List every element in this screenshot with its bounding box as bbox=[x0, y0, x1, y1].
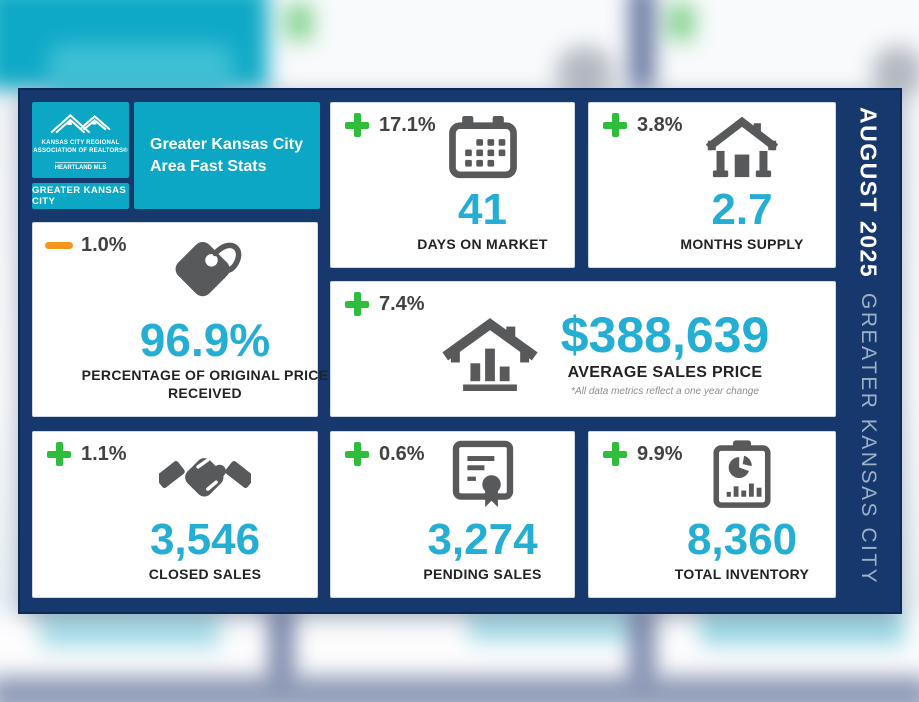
sidebar: AUGUST 2025 GREATER KANSAS CITY bbox=[836, 90, 900, 612]
change-indicator: 7.4% bbox=[345, 292, 425, 316]
handshake-icon bbox=[159, 457, 251, 502]
data-footnote: *All data metrics reflect a one year cha… bbox=[571, 385, 759, 397]
certificate-icon bbox=[452, 440, 513, 507]
stat-label: DAYS ON MARKET bbox=[417, 235, 548, 252]
change-value: 0.6% bbox=[379, 442, 425, 465]
stat-value: $388,639 bbox=[560, 306, 770, 363]
clipboard-chart-icon bbox=[713, 439, 771, 508]
change-value: 3.8% bbox=[637, 113, 683, 136]
increase-plus-icon bbox=[47, 442, 71, 466]
stat-card-total-inventory: 9.9% 8,360 TOTAL INVENTORY bbox=[588, 431, 836, 598]
stat-value: 96.9% bbox=[139, 314, 271, 366]
logo-org-line2: ASSOCIATION OF REALTORS® bbox=[33, 147, 128, 154]
change-indicator: 3.8% bbox=[603, 113, 683, 137]
change-indicator: 0.6% bbox=[345, 442, 425, 466]
stat-label: AVERAGE SALES PRICE bbox=[567, 363, 763, 381]
increase-plus-icon bbox=[603, 113, 627, 137]
increase-plus-icon bbox=[345, 113, 369, 137]
stat-card-closed-sales: 1.1% 3,546 CLOSED SALES bbox=[32, 431, 318, 598]
stat-value: 41 bbox=[458, 184, 507, 234]
increase-plus-icon bbox=[345, 292, 369, 316]
sidebar-region-label: GREATER KANSAS CITY bbox=[857, 293, 880, 586]
change-value: 17.1% bbox=[379, 113, 436, 136]
fast-stats-panel: KANSAS CITY REGIONAL ASSOCIATION OF REAL… bbox=[20, 90, 900, 612]
house-chart-icon bbox=[442, 317, 538, 391]
region-chip: GREATER KANSAS CITY bbox=[32, 183, 129, 209]
change-indicator: 17.1% bbox=[345, 113, 436, 137]
stat-value: 8,360 bbox=[686, 514, 798, 564]
stat-card-avg-sales-price: 7.4% $388,639 AVERAGE SALES PRICE *All d… bbox=[330, 281, 836, 417]
stat-value: 2.7 bbox=[711, 184, 773, 234]
stat-label: PERCENTAGE OF ORIGINAL PRICE RECEIVED bbox=[81, 367, 329, 401]
increase-plus-icon bbox=[603, 442, 627, 466]
stat-label: MONTHS SUPPLY bbox=[680, 235, 804, 252]
change-indicator: 1.0% bbox=[45, 233, 127, 257]
increase-plus-icon bbox=[345, 442, 369, 466]
change-value: 1.1% bbox=[81, 442, 127, 465]
house-roofs-icon bbox=[49, 114, 111, 134]
report-title-line2: Area Fast Stats bbox=[150, 157, 267, 175]
change-value: 1.0% bbox=[81, 233, 127, 256]
stat-card-days-on-market: 17.1% 41 DAYS ON MARKET bbox=[330, 102, 575, 268]
logo-text: KANSAS CITY REGIONAL ASSOCIATION OF REAL… bbox=[33, 140, 128, 175]
stat-value: 3,546 bbox=[149, 514, 261, 564]
change-value: 7.4% bbox=[379, 292, 425, 315]
decrease-minus-icon bbox=[45, 233, 73, 257]
report-title: Greater Kansas City Area Fast Stats bbox=[134, 102, 320, 209]
realtors-logo: KANSAS CITY REGIONAL ASSOCIATION OF REAL… bbox=[32, 102, 129, 178]
region-chip-label: GREATER KANSAS CITY bbox=[32, 185, 127, 207]
calendar-icon bbox=[448, 115, 517, 178]
stat-value: 3,274 bbox=[427, 514, 538, 564]
price-tag-icon bbox=[175, 242, 242, 297]
report-title-line1: Greater Kansas City bbox=[150, 135, 303, 153]
stat-label: TOTAL INVENTORY bbox=[674, 565, 810, 582]
logo-org-line3: HEARTLAND MLS bbox=[54, 162, 107, 173]
change-value: 9.9% bbox=[637, 442, 683, 465]
house-icon bbox=[705, 116, 779, 177]
logo-org-line1: KANSAS CITY REGIONAL bbox=[41, 140, 120, 146]
stat-label: PENDING SALES bbox=[423, 565, 542, 582]
stat-card-months-supply: 3.8% 2.7 MONTHS SUPPLY bbox=[588, 102, 836, 268]
change-indicator: 1.1% bbox=[47, 442, 127, 466]
change-indicator: 9.9% bbox=[603, 442, 683, 466]
sidebar-month-label: AUGUST 2025 bbox=[855, 107, 882, 279]
stat-card-pending-sales: 0.6% 3,274 PENDING SALES bbox=[330, 431, 575, 598]
stat-label: CLOSED SALES bbox=[148, 565, 262, 582]
stat-card-pct-original-price: 1.0% 96.9% PERCENTAGE OF ORIGINAL PRICE … bbox=[32, 222, 328, 417]
